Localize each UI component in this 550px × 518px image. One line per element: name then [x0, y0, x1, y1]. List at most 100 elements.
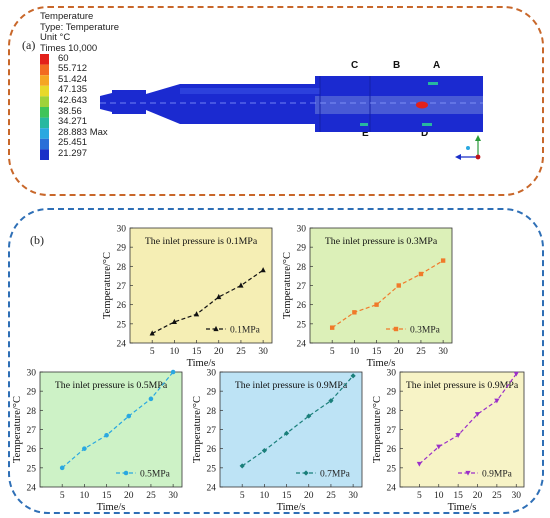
data-point — [239, 463, 245, 469]
y-tick-label: 28 — [387, 407, 397, 417]
legend-value: 25.451 — [58, 137, 88, 149]
data-point — [126, 413, 132, 419]
x-tick-label: 5 — [330, 347, 335, 357]
y-tick-label: 29 — [297, 244, 307, 254]
x-tick-label: 20 — [473, 491, 483, 501]
x-tick-label: 25 — [416, 347, 426, 357]
probe-e-marker — [360, 123, 368, 126]
x-tick-label: 10 — [434, 491, 444, 501]
legend-marker — [303, 470, 309, 476]
data-point — [170, 369, 176, 375]
y-tick-label: 30 — [297, 225, 307, 235]
body-highlight — [180, 88, 320, 94]
y-tick-label: 25 — [27, 464, 37, 474]
data-point — [474, 412, 481, 417]
y-tick-label: 30 — [117, 225, 127, 235]
data-point — [104, 432, 109, 438]
x-tick-label: 15 — [282, 491, 292, 501]
y-tick-label: 27 — [27, 426, 37, 436]
legend-label: 0.7MPa — [320, 470, 351, 480]
x-tick-label: 15 — [102, 491, 112, 501]
x-tick-label: 20 — [124, 491, 134, 501]
legend-unit: Unit °C — [40, 32, 71, 44]
legend-swatch — [40, 128, 49, 139]
data-point — [171, 318, 177, 325]
y-tick-label: 26 — [207, 445, 217, 455]
point-label-b: B — [393, 60, 401, 71]
legend-marker — [213, 325, 219, 332]
point-label-e: E — [362, 128, 369, 139]
y-tick-label: 29 — [27, 388, 37, 398]
data-point — [352, 310, 357, 315]
legend-swatch — [40, 54, 49, 65]
probe-d-marker — [422, 123, 432, 126]
data-point — [440, 258, 446, 263]
y-tick-label: 30 — [387, 369, 397, 379]
legend-marker — [465, 470, 471, 476]
y-tick-label: 29 — [117, 244, 127, 254]
y-tick-label: 28 — [117, 263, 127, 273]
data-point — [283, 430, 290, 436]
y-tick-label: 27 — [297, 282, 307, 292]
x-tick-label: 25 — [326, 491, 336, 501]
y-tick-label: 26 — [387, 445, 397, 455]
data-point — [494, 398, 500, 404]
series-line — [61, 371, 174, 469]
y-axis-label: Temperature/°C — [192, 396, 203, 463]
y-tick-label: 29 — [387, 388, 397, 398]
x-tick-label: 30 — [168, 491, 178, 501]
plot-area — [309, 227, 453, 344]
data-point — [82, 446, 87, 451]
y-tick-label: 29 — [207, 388, 217, 398]
x-tick-label: 20 — [394, 347, 404, 357]
x-tick-label: 10 — [260, 491, 270, 501]
x-tick-label: 20 — [304, 491, 314, 501]
chart-4: 24 25 26 27 28 29 30 5 10 15 20 25 30 Time/s Temperatu… — [192, 369, 363, 513]
y-tick-label: 24 — [297, 340, 307, 350]
legend-value: 28.883 Max — [58, 126, 108, 138]
panel-b-label: (b) — [30, 233, 44, 247]
legend-times: Times 10,000 — [40, 42, 98, 54]
axis-x-arrow — [455, 154, 461, 160]
inlet-neck — [112, 90, 146, 114]
y-tick-label: 25 — [297, 320, 307, 330]
y-tick-label: 25 — [117, 320, 127, 330]
y-tick-label: 24 — [117, 340, 127, 350]
chart-5: 24 25 26 27 28 29 30 5 10 15 20 25 30 Time/s Temperatu… — [372, 369, 525, 513]
y-tick-label: 28 — [207, 407, 217, 417]
hotspot-marker — [416, 101, 428, 109]
legend-swatch — [40, 117, 49, 129]
series-line — [418, 373, 517, 465]
data-point — [216, 293, 222, 300]
x-tick-label: 20 — [214, 347, 224, 357]
data-point — [513, 371, 519, 377]
legend-type: Type: Temperature — [40, 21, 120, 33]
x-axis-label: Time/s — [187, 358, 216, 369]
series-line — [331, 260, 444, 329]
data-point — [455, 433, 461, 438]
data-point — [396, 283, 401, 288]
x-tick-label: 15 — [453, 491, 463, 501]
chart-title: The inlet pressure is 0.1MPa — [145, 236, 258, 247]
y-tick-label: 27 — [387, 426, 397, 436]
chart-title: The inlet pressure is 0.9MPa — [235, 380, 348, 391]
legend-swatch — [40, 75, 49, 86]
head-highlight — [315, 96, 483, 114]
data-point — [350, 373, 356, 379]
legend-swatch — [40, 149, 49, 160]
chart-2: 24 25 26 27 28 29 30 5 10 15 20 25 30 Time/s Temperatu… — [282, 225, 453, 369]
chart-title: The inlet pressure is 0.9MPa — [406, 380, 519, 391]
data-point — [193, 311, 200, 317]
y-tick-label: 28 — [297, 263, 307, 273]
y-tick-label: 25 — [387, 464, 397, 474]
x-tick-label: 30 — [438, 347, 448, 357]
y-tick-label: 26 — [27, 445, 37, 455]
legend-marker — [393, 326, 399, 332]
plot-area — [129, 227, 273, 344]
y-tick-label: 27 — [117, 282, 127, 292]
y-tick-label: 24 — [387, 484, 397, 494]
x-tick-label: 30 — [258, 347, 268, 357]
legend-title: Temperature — [40, 11, 94, 22]
